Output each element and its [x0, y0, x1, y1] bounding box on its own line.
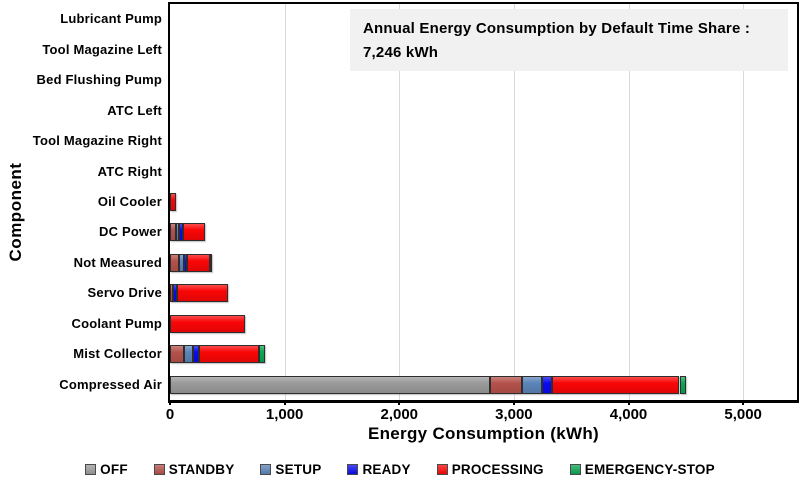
bar-segment-not-measured-setup [179, 253, 184, 272]
x-tick-label-5,000: 5,000 [724, 406, 762, 423]
bar-segment-servo-drive-standby [170, 284, 173, 303]
legend-swatch-setup-icon [260, 463, 272, 475]
x-tick-mark-3,000 [512, 401, 515, 405]
bar-segment-compressed-air-emergency-stop [679, 375, 687, 394]
y-category-label-coolant-pump: Coolant Pump [71, 315, 162, 331]
legend-item-processing: PROCESSING [436, 461, 544, 477]
legend-swatch-ready-icon [347, 463, 359, 475]
legend-item-setup: SETUP [260, 462, 321, 477]
bar-segment-compressed-air-ready [541, 375, 553, 394]
bar-segment-compressed-air-standby [489, 375, 522, 394]
bar-segment-mist-collector-processing [199, 345, 260, 364]
y-category-label-atc-left: ATC Left [107, 102, 162, 118]
bar-segment-dc-power-setup [176, 223, 180, 242]
chart-title-box: Annual Energy Consumption by Default Tim… [350, 9, 788, 71]
x-tick-label-1,000: 1,000 [265, 406, 304, 423]
y-category-label-servo-drive: Servo Drive [87, 285, 162, 301]
x-tick-mark-5,000 [742, 401, 745, 405]
bar-segment-servo-drive-ready [172, 284, 177, 303]
legend-swatch-off-icon [85, 463, 97, 475]
legend: OFF STANDBY SETUP READY PROCESSING EMERGENCY-… [0, 458, 800, 480]
bar-segment-dc-power-ready [179, 223, 183, 242]
bar-segment-coolant-pump-processing [170, 314, 245, 333]
x-tick-label-2,000: 2,000 [380, 406, 419, 423]
y-category-label-lubricant-pump: Lubricant Pump [60, 11, 162, 27]
y-category-label-not-measured: Not Measured [73, 254, 162, 270]
bar-segment-mist-collector-setup [183, 345, 194, 364]
legend-item-ready: READY [347, 461, 411, 477]
legend-label-processing: PROCESSING [451, 461, 544, 477]
legend-label-emergency-stop: EMERGENCY-STOP [584, 461, 715, 477]
y-category-label-oil-cooler: Oil Cooler [97, 194, 162, 209]
legend-swatch-processing-icon [436, 463, 448, 475]
legend-item-emergency-stop: EMERGENCY-STOP [569, 461, 715, 477]
bar-segment-dc-power-processing [182, 223, 205, 242]
bar-segment-dc-power-standby [170, 223, 177, 242]
y-category-label-mist-collector: Mist Collector [73, 346, 162, 362]
bar-segment-not-measured-ready [183, 253, 187, 272]
bar-segment-mist-collector-ready [193, 345, 200, 364]
legend-item-off: OFF [85, 462, 128, 477]
x-tick-mark-2,000 [398, 401, 401, 405]
bar-segment-compressed-air-off [170, 375, 490, 394]
legend-swatch-emergency-stop-icon [569, 463, 581, 475]
chart-title-line1: Annual Energy Consumption by Default Tim… [363, 20, 751, 37]
legend-label-standby: STANDBY [168, 461, 235, 477]
legend-label-off: OFF [100, 461, 128, 477]
x-tick-mark-4,000 [627, 401, 630, 405]
gridline-5,000 [743, 4, 745, 400]
legend-label-setup: SETUP [275, 461, 322, 477]
y-category-label-tool-magazine-left: Tool Magazine Left [42, 41, 162, 57]
x-tick-label-4,000: 4,000 [609, 406, 648, 423]
x-tick-label-3,000: 3,000 [495, 406, 533, 423]
bar-segment-servo-drive-processing [176, 284, 229, 303]
chart-title-total: 7,246 kWh [363, 44, 439, 61]
y-category-label-tool-magazine-right: Tool Magazine Right [32, 133, 162, 149]
bar-segment-oil-cooler-processing [170, 193, 176, 211]
gridline-2,000 [399, 4, 401, 400]
x-tick-mark-1,000 [283, 401, 286, 405]
bar-segment-not-measured-emergency-stop [210, 253, 213, 272]
bar-segment-not-measured-processing [186, 253, 211, 272]
gridline-3,000 [513, 4, 515, 400]
legend-label-ready: READY [362, 461, 411, 477]
y-category-label-compressed-air: Compressed Air [59, 376, 162, 392]
x-tick-mark-0 [169, 401, 171, 405]
x-tick-label-0: 0 [165, 406, 175, 423]
legend-swatch-standby-icon [153, 463, 165, 475]
bar-segment-mist-collector-emergency-stop [259, 345, 265, 364]
bar-segment-compressed-air-processing [552, 375, 680, 394]
bar-segment-mist-collector-standby [170, 345, 184, 364]
bar-segment-compressed-air-setup [521, 375, 542, 394]
gridline-1,000 [284, 4, 286, 400]
x-axis-title: Energy Consumption (kWh) [367, 424, 600, 443]
bar-segment-not-measured-standby [170, 253, 180, 272]
gridline-4,000 [628, 4, 630, 400]
y-category-label-atc-right: ATC Right [97, 163, 162, 179]
y-category-label-dc-power: DC Power [98, 224, 162, 240]
legend-item-standby: STANDBY [153, 461, 235, 477]
y-category-label-bed-flushing-pump: Bed Flushing Pump [36, 72, 162, 88]
